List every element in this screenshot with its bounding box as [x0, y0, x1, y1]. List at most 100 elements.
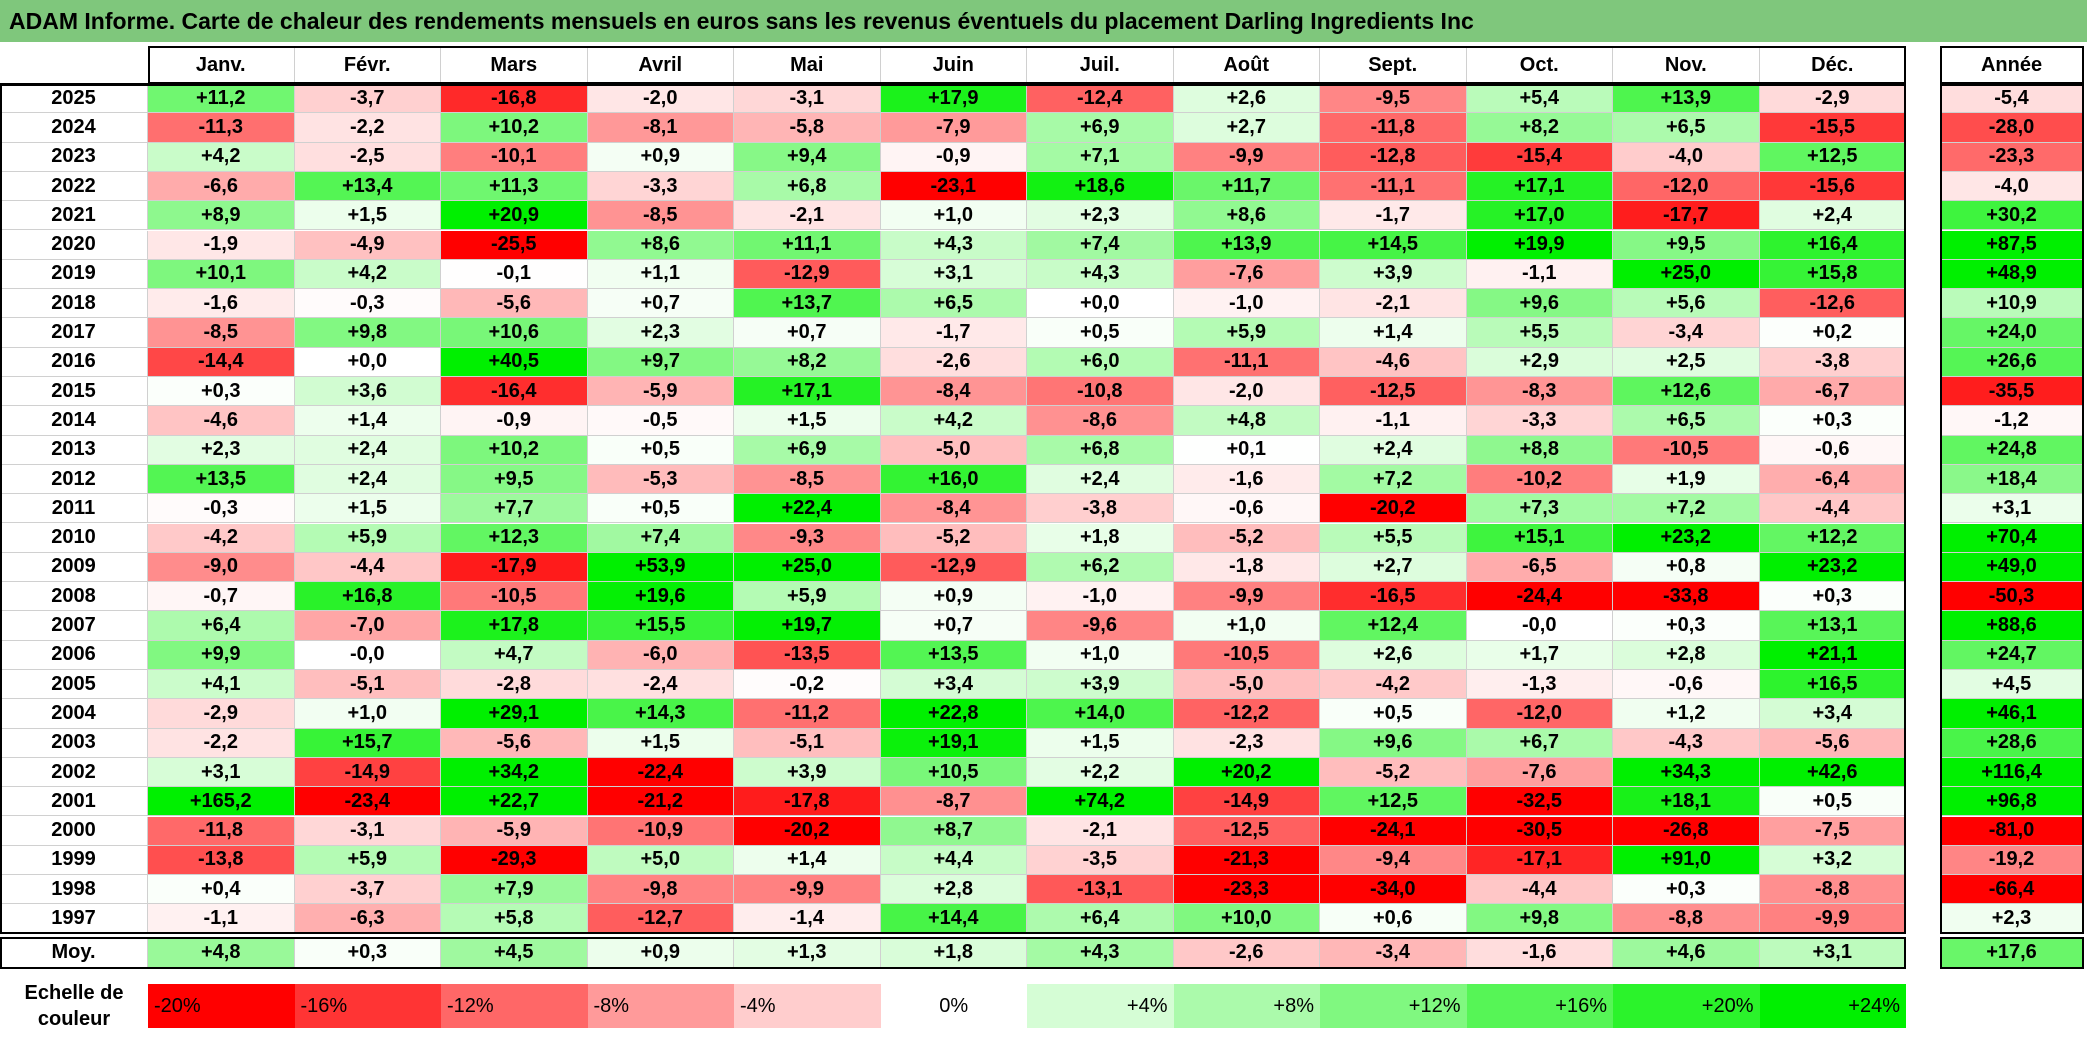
color-scale-swatch: -8%	[587, 984, 734, 1028]
heatmap-cell: +7,9	[441, 875, 588, 905]
annual-cell: -23,3	[1940, 142, 2084, 172]
annual-cell: -1,2	[1940, 406, 2084, 436]
color-scale-swatch: +8%	[1173, 984, 1320, 1028]
annual-cell: +24,7	[1940, 640, 2084, 670]
heatmap-cell: -3,1	[734, 84, 881, 114]
heatmap-cell: +14,4	[880, 904, 1027, 934]
heatmap-cell: +20,9	[441, 201, 588, 231]
year-label: 2022	[0, 171, 148, 202]
heatmap-cell: +5,5	[1466, 318, 1613, 348]
heatmap-cell: +2,5	[1613, 347, 1760, 377]
year-label: 2024	[0, 113, 148, 143]
heatmap-cell: +12,5	[1759, 142, 1906, 172]
annual-cell: +48,9	[1940, 259, 2084, 290]
heatmap-cell: -23,1	[880, 171, 1027, 202]
heatmap-cell: +22,7	[441, 787, 588, 817]
heatmap-cell: -6,4	[1759, 464, 1906, 495]
heatmap-cell: +1,0	[294, 699, 441, 729]
heatmap-cell: +0,7	[734, 318, 881, 348]
heatmap-cell: -17,7	[1613, 201, 1760, 231]
heatmap-cell: -8,5	[148, 318, 295, 348]
heatmap-cell: -8,4	[880, 494, 1027, 524]
heatmap-cell: -8,6	[1027, 406, 1174, 436]
heatmap-cell: -0,3	[148, 494, 295, 524]
heatmap-cell: -4,4	[294, 552, 441, 583]
heatmap-cell: +165,2	[148, 787, 295, 817]
heatmap-cell: +6,4	[148, 611, 295, 641]
heatmap-cell: -2,5	[294, 142, 441, 172]
heatmap-cell: +23,2	[1613, 523, 1760, 553]
year-label: 2025	[0, 84, 148, 114]
heatmap-cell: +4,3	[880, 230, 1027, 260]
heatmap-cell: +2,4	[294, 464, 441, 495]
heatmap-cell: -2,1	[734, 201, 881, 231]
average-annual-cell: +17,6	[1940, 936, 2084, 969]
year-label: 2012	[0, 464, 148, 495]
heatmap-cell: +1,5	[294, 201, 441, 231]
heatmap-cell: -1,1	[148, 904, 295, 934]
heatmap-cell: -14,9	[294, 757, 441, 788]
heatmap-cell: +1,0	[880, 201, 1027, 231]
heatmap-cell: +15,8	[1759, 259, 1906, 290]
heatmap-cell: +4,4	[880, 845, 1027, 876]
heatmap-cell: -0,6	[1759, 435, 1906, 465]
header-separator	[0, 83, 148, 85]
heatmap-cell: +18,1	[1613, 787, 1760, 817]
heatmap-cell: +5,9	[294, 845, 441, 876]
annual-cell: -19,2	[1940, 845, 2084, 876]
heatmap-cell: -2,8	[441, 670, 588, 700]
heatmap-cell: +1,1	[587, 259, 734, 290]
heatmap-cell: +6,9	[734, 435, 881, 465]
heatmap-cell: -34,0	[1320, 875, 1467, 905]
annual-cell: -35,5	[1940, 377, 2084, 407]
heatmap-cell: +8,6	[587, 230, 734, 260]
heatmap-cell: -11,8	[1320, 113, 1467, 143]
heatmap-cell: -3,8	[1759, 347, 1906, 377]
heatmap-cell: -9,9	[734, 875, 881, 905]
month-header: Nov.	[1613, 48, 1760, 84]
heatmap-cell: +25,0	[1613, 259, 1760, 290]
annual-cell: -4,0	[1940, 171, 2084, 202]
heatmap-cell: +3,4	[880, 670, 1027, 700]
heatmap-cell: -9,0	[148, 552, 295, 583]
heatmap-cell: -1,1	[1320, 406, 1467, 436]
heatmap-cell: -8,5	[734, 464, 881, 495]
year-label: 2020	[0, 230, 148, 260]
heatmap-cell: -9,5	[1320, 84, 1467, 114]
heatmap-cell: -1,7	[1320, 201, 1467, 231]
heatmap-cell: +0,9	[880, 582, 1027, 612]
heatmap-cell: +17,8	[441, 611, 588, 641]
heatmap-cell: +12,6	[1613, 377, 1760, 407]
heatmap-cell: +1,7	[1466, 640, 1613, 670]
heatmap-cell: +0,5	[587, 494, 734, 524]
year-label: 2021	[0, 201, 148, 231]
average-cell: +4,6	[1613, 936, 1760, 969]
heatmap-cell: +23,2	[1759, 552, 1906, 583]
heatmap-cell: -1,6	[1173, 464, 1320, 495]
annual-cell: +30,2	[1940, 201, 2084, 231]
heatmap-cell: -4,6	[148, 406, 295, 436]
annual-cell: +2,3	[1940, 904, 2084, 934]
average-cell: -3,4	[1320, 936, 1467, 969]
heatmap-cell: +6,9	[1027, 113, 1174, 143]
heatmap-cell: -9,8	[587, 875, 734, 905]
annual-cell: +3,1	[1940, 494, 2084, 524]
month-header: Oct.	[1466, 48, 1613, 84]
heatmap-cell: -7,5	[1759, 816, 1906, 846]
heatmap-cell: -5,9	[441, 816, 588, 846]
heatmap-cell: +19,1	[880, 728, 1027, 758]
heatmap-cell: -3,7	[294, 84, 441, 114]
color-scale-swatch: 0%	[880, 984, 1027, 1028]
heatmap-cell: +2,3	[587, 318, 734, 348]
heatmap-cell: +22,8	[880, 699, 1027, 729]
heatmap-cell: -33,8	[1613, 582, 1760, 612]
heatmap-cell: +14,3	[587, 699, 734, 729]
heatmap-cell: -15,6	[1759, 171, 1906, 202]
month-header: Juil.	[1027, 48, 1174, 84]
heatmap-cell: -1,4	[734, 904, 881, 934]
average-cell: +1,8	[880, 936, 1027, 969]
heatmap-cell: -2,1	[1027, 816, 1174, 846]
heatmap-cell: -1,8	[1173, 552, 1320, 583]
heatmap-cell: -8,7	[880, 787, 1027, 817]
heatmap-cell: -13,1	[1027, 875, 1174, 905]
